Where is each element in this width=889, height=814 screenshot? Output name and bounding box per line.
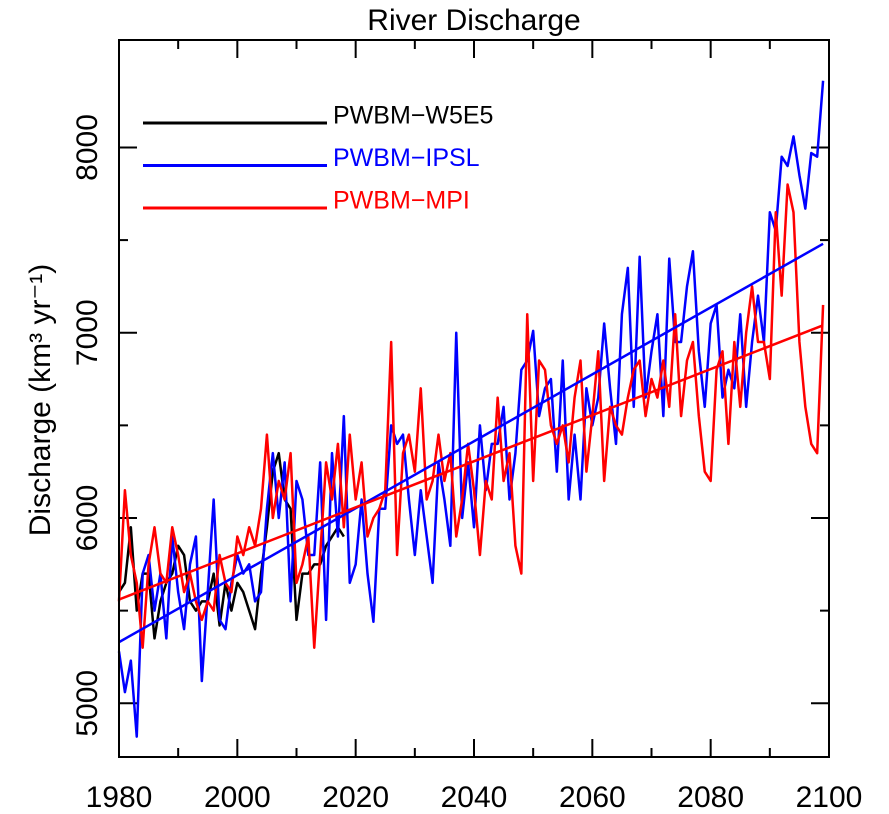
y-axis-label: Discharge (km³ yr⁻¹) <box>24 264 57 537</box>
y-tick-label: 8000 <box>71 114 104 181</box>
legend-label: PWBM−W5E5 <box>333 102 493 130</box>
x-tick-label: 2040 <box>441 781 508 814</box>
x-tick-label: 2000 <box>204 781 271 814</box>
x-tick-label: 2060 <box>559 781 626 814</box>
y-tick-label: 5000 <box>71 670 104 737</box>
plot-frame <box>118 39 830 758</box>
trend-line <box>118 324 824 601</box>
x-tick-label: 2100 <box>796 781 863 814</box>
legend-label: PWBM−IPSL <box>333 144 480 172</box>
legend-label: PWBM−MPI <box>333 187 470 215</box>
chart-title: River Discharge <box>367 4 580 37</box>
data-line <box>117 183 825 649</box>
x-tick-label: 2020 <box>322 781 389 814</box>
data-line <box>117 451 345 640</box>
x-tick-label: 2080 <box>677 781 744 814</box>
trend-line <box>118 242 824 644</box>
x-tick-label: 1980 <box>86 781 153 814</box>
data-line <box>117 80 825 738</box>
y-tick-label: 6000 <box>71 485 104 552</box>
y-tick-label: 7000 <box>71 299 104 366</box>
